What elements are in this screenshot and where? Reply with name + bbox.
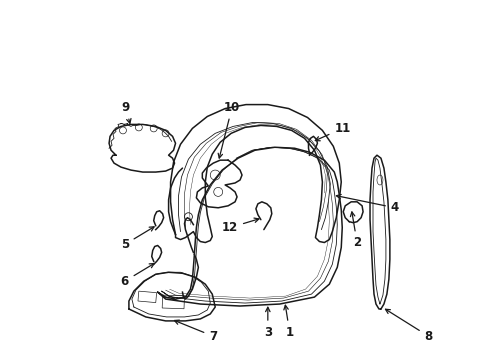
Bar <box>162 295 184 309</box>
Text: 5: 5 <box>121 227 154 251</box>
Text: 10: 10 <box>218 100 240 158</box>
Text: 1: 1 <box>284 305 294 339</box>
Text: 2: 2 <box>350 212 361 249</box>
Text: 4: 4 <box>337 194 399 214</box>
Text: 7: 7 <box>174 320 217 343</box>
Bar <box>138 291 157 302</box>
Text: 12: 12 <box>222 218 259 234</box>
Text: 6: 6 <box>121 264 154 288</box>
Text: 8: 8 <box>386 309 433 343</box>
Text: 3: 3 <box>264 307 272 339</box>
Text: 11: 11 <box>315 122 350 141</box>
Text: 9: 9 <box>122 100 131 123</box>
